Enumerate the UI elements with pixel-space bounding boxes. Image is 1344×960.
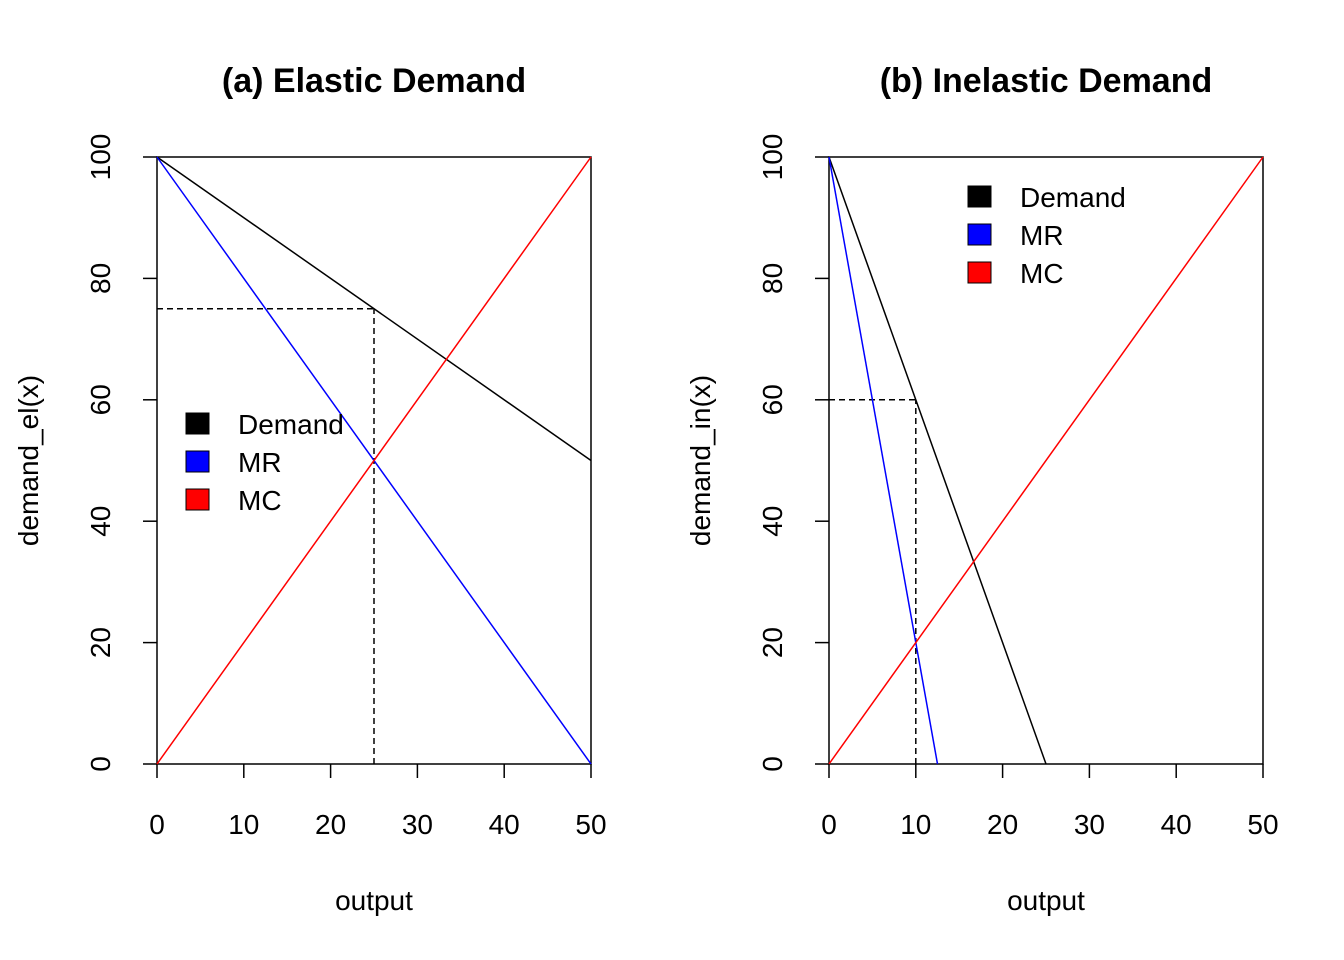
y-tick-label: 40 bbox=[757, 506, 788, 537]
chart-title: (b) Inelastic Demand bbox=[880, 62, 1213, 100]
series-line-demand bbox=[828, 156, 1047, 765]
legend-swatch bbox=[967, 223, 992, 246]
legend-label: MC bbox=[1020, 258, 1064, 289]
legend-swatch bbox=[967, 261, 992, 284]
y-tick-label: 100 bbox=[85, 134, 116, 181]
series-line-demand bbox=[156, 156, 592, 462]
x-tick-label: 50 bbox=[575, 809, 606, 840]
y-tick-label: 20 bbox=[757, 627, 788, 658]
x-tick-label: 20 bbox=[987, 809, 1018, 840]
legend-swatch bbox=[185, 412, 210, 435]
legend-label: MR bbox=[238, 447, 282, 478]
legend-swatch bbox=[967, 185, 992, 208]
chart-panel-2: (b) Inelastic Demand 0 10 20 30 40 50 0 20 40 60 80… bbox=[685, 62, 1279, 916]
series-line-mc bbox=[156, 156, 592, 765]
x-tick-label: 30 bbox=[1074, 809, 1105, 840]
x-tick-label: 10 bbox=[900, 809, 931, 840]
series-line-mc bbox=[828, 156, 1264, 765]
legend-label: MR bbox=[1020, 220, 1064, 251]
chart-panel-1: (a) Elastic Demand 0 10 20 30 40 50 0 20 40 60 80 10… bbox=[13, 62, 607, 916]
y-axis-label: demand_el(x) bbox=[13, 375, 44, 546]
y-tick-label: 60 bbox=[85, 384, 116, 415]
legend: Demand MR MC bbox=[185, 409, 344, 516]
legend: Demand MR MC bbox=[967, 182, 1126, 289]
y-tick-label: 20 bbox=[85, 627, 116, 658]
legend-swatch bbox=[185, 450, 210, 473]
x-tick-label: 40 bbox=[1161, 809, 1192, 840]
y-tick-label: 0 bbox=[757, 756, 788, 772]
x-tick-label: 20 bbox=[315, 809, 346, 840]
y-tick-label: 100 bbox=[757, 134, 788, 181]
y-tick-label: 80 bbox=[757, 263, 788, 294]
legend-swatch bbox=[185, 488, 210, 511]
x-tick-label: 0 bbox=[821, 809, 837, 840]
x-tick-label: 50 bbox=[1247, 809, 1278, 840]
chart-title: (a) Elastic Demand bbox=[222, 62, 526, 100]
legend-label: Demand bbox=[238, 409, 344, 440]
x-tick-label: 40 bbox=[489, 809, 520, 840]
x-axis-label: output bbox=[1007, 885, 1085, 916]
y-axis-label: demand_in(x) bbox=[685, 375, 716, 546]
series-line-mr bbox=[828, 156, 939, 765]
legend-label: Demand bbox=[1020, 182, 1126, 213]
y-tick-label: 80 bbox=[85, 263, 116, 294]
x-tick-label: 30 bbox=[402, 809, 433, 840]
y-tick-label: 60 bbox=[757, 384, 788, 415]
x-tick-label: 0 bbox=[149, 809, 165, 840]
legend-label: MC bbox=[238, 485, 282, 516]
x-axis-label: output bbox=[335, 885, 413, 916]
y-tick-label: 40 bbox=[85, 506, 116, 537]
y-tick-label: 0 bbox=[85, 756, 116, 772]
x-tick-label: 10 bbox=[228, 809, 259, 840]
